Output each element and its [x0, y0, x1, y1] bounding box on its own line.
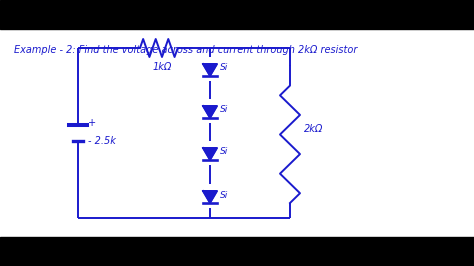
Text: 1kΩ: 1kΩ	[152, 62, 172, 72]
Text: Example - 2: Find the voltage across and current through 2kΩ resistor: Example - 2: Find the voltage across and…	[14, 45, 357, 55]
Text: Si: Si	[220, 106, 228, 114]
Polygon shape	[203, 64, 217, 76]
Text: - 2.5k: - 2.5k	[88, 136, 116, 146]
Text: 2kΩ: 2kΩ	[304, 124, 323, 135]
Text: +: +	[88, 118, 96, 128]
Text: Si: Si	[220, 148, 228, 156]
Bar	[0, 237, 474, 266]
Polygon shape	[203, 191, 217, 203]
Polygon shape	[203, 148, 217, 160]
Text: Si: Si	[220, 64, 228, 73]
Text: Si: Si	[220, 190, 228, 200]
Bar	[0, 0, 474, 29]
Polygon shape	[203, 106, 217, 118]
